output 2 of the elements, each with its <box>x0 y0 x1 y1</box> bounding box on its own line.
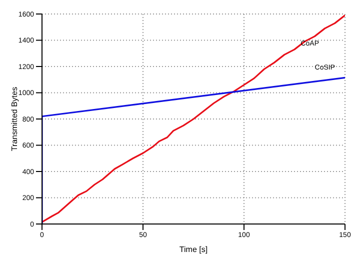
x-axis-title: Time [s] <box>179 245 208 254</box>
y-axis-title: Transmitted Bytes <box>10 86 19 152</box>
